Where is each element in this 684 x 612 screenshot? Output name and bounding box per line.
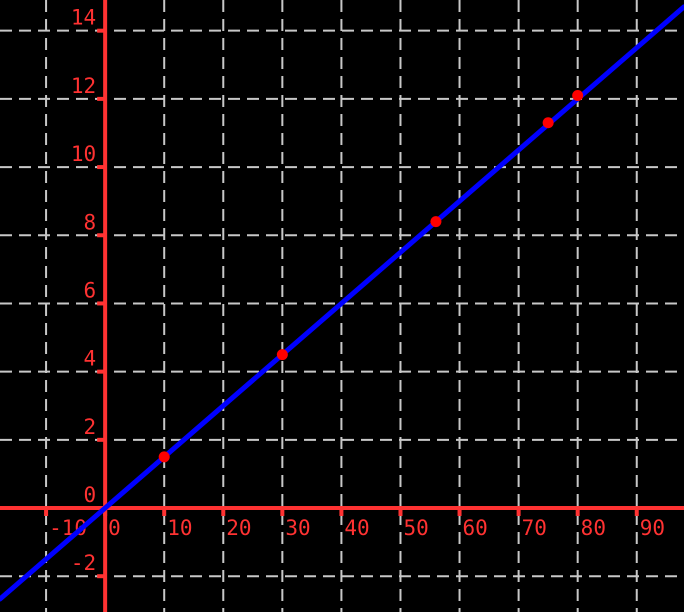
data-point [572,89,584,101]
y-tick-label: 10 [71,142,96,166]
y-tick-label: 8 [83,210,96,234]
y-tick-label: -2 [71,551,96,575]
x-tick-label: 40 [344,516,369,540]
data-point [276,349,288,361]
x-tick-label: 70 [522,516,547,540]
x-tick-label: 60 [463,516,488,540]
x-tick-label: 0 [108,516,121,540]
x-tick-label: 50 [403,516,428,540]
x-tick-label: 10 [167,516,192,540]
y-tick-label: 6 [83,278,96,302]
x-tick-label: 90 [640,516,665,540]
data-point [158,451,170,463]
x-tick-label: 20 [226,516,251,540]
x-tick-label: 30 [285,516,310,540]
y-tick-label: 2 [83,415,96,439]
y-tick-label: 0 [83,483,96,507]
fit-line [0,4,684,602]
data-point [542,117,554,129]
y-tick-label: 4 [83,347,96,371]
data-point [430,216,442,228]
y-tick-label: 14 [71,6,96,30]
y-tick-label: 12 [71,74,96,98]
x-tick-label: 80 [581,516,606,540]
